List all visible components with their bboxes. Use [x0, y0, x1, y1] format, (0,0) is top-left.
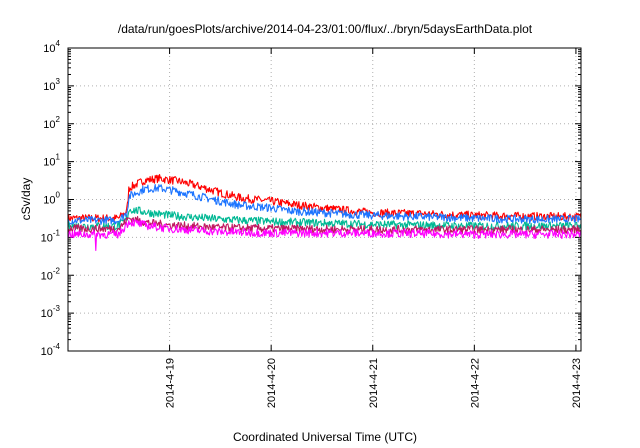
y-tick-label: 102: [43, 115, 60, 131]
series-line-4: [67, 215, 582, 235]
chart-title: /data/run/goesPlots/archive/2014-04-23/0…: [118, 22, 533, 36]
y-tick-label: 10-1: [41, 228, 61, 244]
series-group: [67, 174, 582, 252]
y-axis-label: cSv/day: [19, 178, 33, 221]
series-line-2: [67, 183, 582, 226]
x-tick-label: 2014-4-20: [266, 358, 278, 408]
y-tick-label: 10-3: [41, 304, 61, 320]
y-tick-label: 100: [43, 191, 60, 207]
x-tick-label: 2014-4-23: [571, 358, 583, 408]
x-tick-label: 2014-4-19: [165, 358, 177, 408]
x-tick-label: 2014-4-21: [368, 358, 380, 408]
y-tick-label: 104: [43, 39, 60, 55]
x-axis-label: Coordinated Universal Time (UTC): [233, 430, 417, 444]
y-tick-label: 10-2: [41, 266, 61, 282]
grid: [68, 47, 581, 352]
x-tick-label: 2014-4-22: [469, 358, 481, 408]
y-tick-label: 101: [43, 153, 60, 169]
x-tick-labels: 2014-4-19 2014-4-20 2014-4-21 2014-4-22 2014…: [165, 358, 583, 408]
y-tick-label: 103: [43, 77, 60, 93]
plot-frame: [67, 47, 582, 352]
series-line-5: [67, 219, 582, 252]
y-tick-label: 10-4: [41, 342, 61, 358]
y-tick-labels: 10-4 10-3 10-2 10-1 100 101 102 103 104: [41, 39, 61, 358]
